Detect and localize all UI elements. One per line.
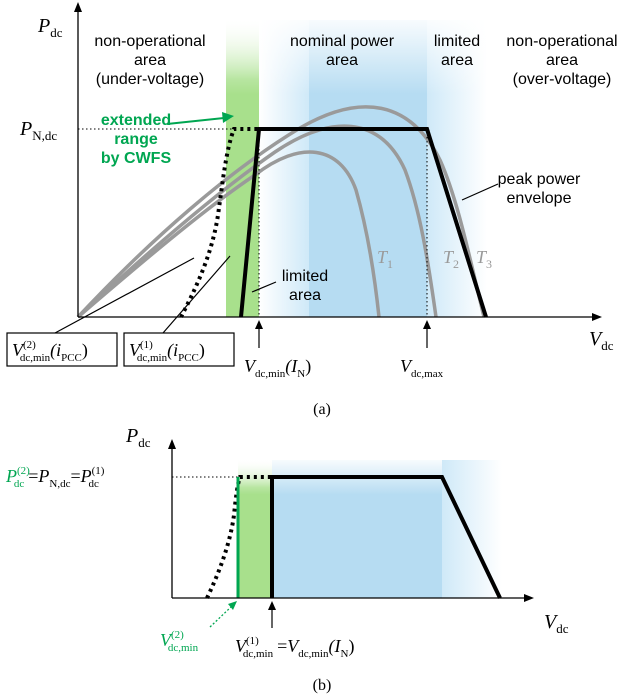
svg-text:area: area — [441, 52, 473, 69]
svg-text:non-operational: non-operational — [94, 33, 205, 50]
b-region-right — [442, 460, 502, 598]
vmax-label: Vdc,max — [400, 356, 444, 380]
y-axis-b-label: Pdc — [125, 425, 151, 450]
svg-text:area: area — [326, 52, 358, 69]
vmin1-box — [123, 332, 235, 367]
vmin-in-label: Vdc,min(IN) — [244, 356, 311, 380]
panel-a: Pdc Vdc PN,dc non-operational area (unde… — [6, 2, 618, 418]
svg-text:extended: extended — [101, 112, 171, 129]
extended-range-arrow-head — [222, 112, 234, 123]
vmax-tick-arrow — [423, 320, 431, 329]
b-vmin2-arrow — [228, 601, 237, 610]
extended-dotted-curve — [179, 127, 259, 318]
curve-label-t1: T1 — [377, 247, 393, 271]
b-region-top-fade — [238, 460, 442, 598]
vmin2-label-a: V(2) dc,min(iPCC) — [12, 339, 88, 364]
svg-text:envelope: envelope — [507, 190, 572, 207]
p-nominal-label: PN,dc — [19, 118, 57, 143]
nominal-area-label: nominal power area — [290, 33, 395, 69]
svg-text:nominal power: nominal power — [290, 33, 395, 50]
peak-power-envelope — [239, 127, 488, 318]
x-axis-a-label: Vdc — [589, 328, 614, 353]
vmin-tick-arrow — [255, 320, 263, 329]
caption-a: (a) — [313, 401, 331, 418]
peak-envelope-pointer — [461, 183, 499, 201]
x-axis-a-arrow — [592, 313, 602, 321]
extended-range-arrow-line — [166, 117, 225, 125]
b-vmin1-label: V(1) dc,min =Vdc,min(IN) — [235, 635, 354, 660]
svg-text:peak power: peak power — [498, 171, 581, 188]
under-voltage-label: non-operational area (under-voltage) — [94, 33, 205, 88]
b-vmin2-leader — [209, 605, 233, 628]
svg-text:limited: limited — [434, 33, 480, 50]
svg-text:(under-voltage): (under-voltage) — [96, 71, 205, 88]
vmin2-leader — [54, 257, 195, 334]
panel-b: Pdc Vdc P(2) dc =PN,dc=P(1) dc V(2) dc,min V… — [5, 425, 569, 694]
svg-text:range: range — [114, 131, 158, 148]
y-axis-b-arrow — [168, 439, 176, 449]
svg-text:area: area — [289, 287, 321, 304]
y-axis-a-label: Pdc — [37, 15, 63, 40]
limited-area-bottom-label: limited area — [282, 268, 328, 304]
caption-b: (b) — [313, 677, 332, 694]
extended-range-label: extended range by CWFS — [101, 112, 172, 167]
x-axis-b-label: Vdc — [544, 611, 569, 636]
vmin1-leader — [162, 255, 231, 334]
curve-label-t2: T2 — [443, 247, 459, 271]
b-vmin1-tick-arrow — [268, 601, 276, 610]
b-vmin2-label: V(2) dc,min — [160, 629, 199, 654]
svg-text:(over-voltage): (over-voltage) — [513, 71, 612, 88]
pv-curve-t3 — [76, 105, 486, 319]
peak-envelope-label: peak power envelope — [498, 171, 581, 207]
x-axis-b-arrow — [524, 594, 534, 602]
svg-text:non-operational: non-operational — [506, 33, 617, 50]
pv-curve-t1 — [76, 150, 381, 319]
svg-text:by CWFS: by CWFS — [101, 150, 172, 167]
over-voltage-label: non-operational area (over-voltage) — [506, 33, 617, 88]
svg-text:area: area — [134, 52, 166, 69]
b-envelope — [270, 475, 502, 599]
limited-area-bottom-pointer — [251, 281, 277, 293]
vmin2-box — [6, 332, 118, 367]
vmin1-label-a: V(1) dc,min(iPCC) — [129, 339, 205, 364]
y-axis-a-arrow — [74, 2, 82, 12]
svg-text:limited: limited — [282, 268, 328, 285]
limited-area-top-label: limited area — [434, 33, 480, 69]
curve-label-t3: T3 — [476, 247, 492, 271]
svg-text:area: area — [546, 52, 578, 69]
b-p-label: P(2) dc =PN,dc=P(1) dc — [5, 465, 105, 490]
